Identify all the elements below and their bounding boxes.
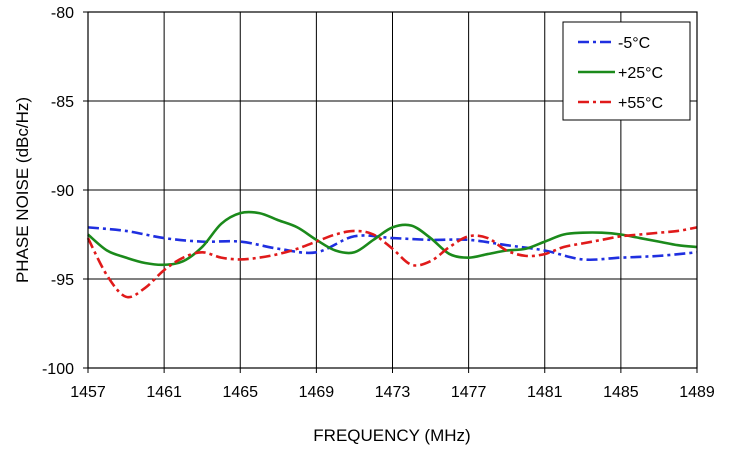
y-axis-ticks: -80 -85 -90 -95 -100	[42, 5, 88, 378]
x-tick-label: 1457	[70, 384, 106, 401]
x-tick-label: 1489	[679, 384, 715, 401]
y-tick-label: -85	[51, 94, 74, 111]
x-tick-label: 1481	[527, 384, 563, 401]
x-tick-label: 1485	[603, 384, 639, 401]
x-axis-ticks: 1457 1461 1465 1469 1473 1477 1481 1485 1489	[70, 368, 715, 401]
series-line-1	[87, 226, 698, 262]
series-line-3	[86, 226, 698, 299]
y-tick-label: -90	[51, 183, 74, 200]
y-tick-label: -80	[51, 5, 74, 22]
y-axis-title: PHASE NOISE (dBc/Hz)	[13, 97, 32, 283]
legend-label: +55°C	[618, 95, 663, 112]
x-axis-title: FREQUENCY (MHz)	[313, 426, 470, 445]
x-tick-label: 1465	[222, 384, 258, 401]
legend-label: -5°C	[618, 35, 650, 52]
x-tick-label: 1469	[299, 384, 335, 401]
series-line-2	[87, 210, 698, 267]
x-tick-label: 1461	[146, 384, 182, 401]
legend-box	[562, 21, 691, 121]
x-tick-label: 1473	[375, 384, 411, 401]
y-tick-label: -95	[51, 272, 74, 289]
legend-label: +25°C	[618, 65, 663, 82]
legend: -5°C +25°C +55°C	[562, 21, 691, 121]
y-tick-label: -100	[42, 361, 74, 378]
x-tick-label: 1477	[451, 384, 487, 401]
series-layer	[86, 210, 698, 299]
